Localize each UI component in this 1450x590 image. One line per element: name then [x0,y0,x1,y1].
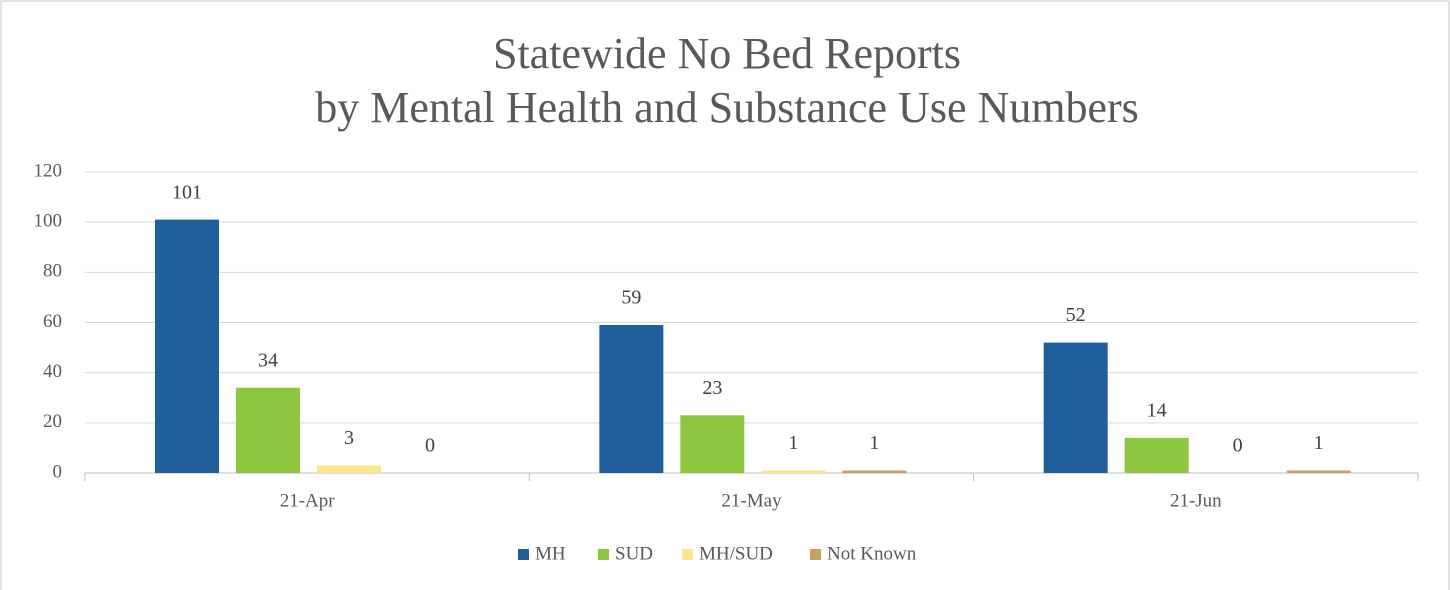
bar [317,465,381,473]
bar [599,325,664,473]
data-label: 1 [788,432,798,454]
legend-swatch [598,549,609,560]
y-tick-label: 100 [34,211,63,232]
data-label: 0 [1233,435,1243,457]
legend-label: MH/SUD [699,543,773,564]
data-label: 1 [869,432,879,454]
legend-label: SUD [615,543,653,564]
y-tick-label: 120 [34,160,63,181]
data-label: 52 [1066,304,1086,326]
y-tick-label: 60 [43,311,62,332]
data-label: 3 [344,427,354,449]
bar [680,415,745,473]
legend-label: MH [535,543,566,564]
legend-label: Not Known [827,543,917,564]
chart-title: Statewide No Bed Reports [493,29,961,78]
bar [1124,437,1189,473]
y-tick-label: 20 [43,411,62,432]
x-tick-label: 21-Apr [280,490,336,511]
bar [1286,470,1351,473]
bar [236,387,300,473]
data-label: 23 [702,377,722,399]
legend-swatch [682,549,693,560]
bar [842,470,907,473]
bar [155,219,219,473]
y-tick-label: 80 [43,261,62,282]
data-label: 101 [172,181,202,203]
x-tick-label: 21-May [721,490,782,511]
chart-title: by Mental Health and Substance Use Numbe… [315,83,1139,132]
data-label: 59 [621,287,641,309]
x-tick-label: 21-Jun [1170,490,1222,511]
bar [761,470,826,473]
data-label: 34 [258,349,278,371]
data-label: 0 [425,435,435,457]
legend-swatch [810,549,821,560]
data-label: 14 [1147,399,1167,421]
bar [1043,342,1108,473]
y-tick-label: 0 [53,461,63,482]
y-tick-label: 40 [43,361,62,382]
data-label: 1 [1314,432,1324,454]
legend-swatch [518,549,529,560]
